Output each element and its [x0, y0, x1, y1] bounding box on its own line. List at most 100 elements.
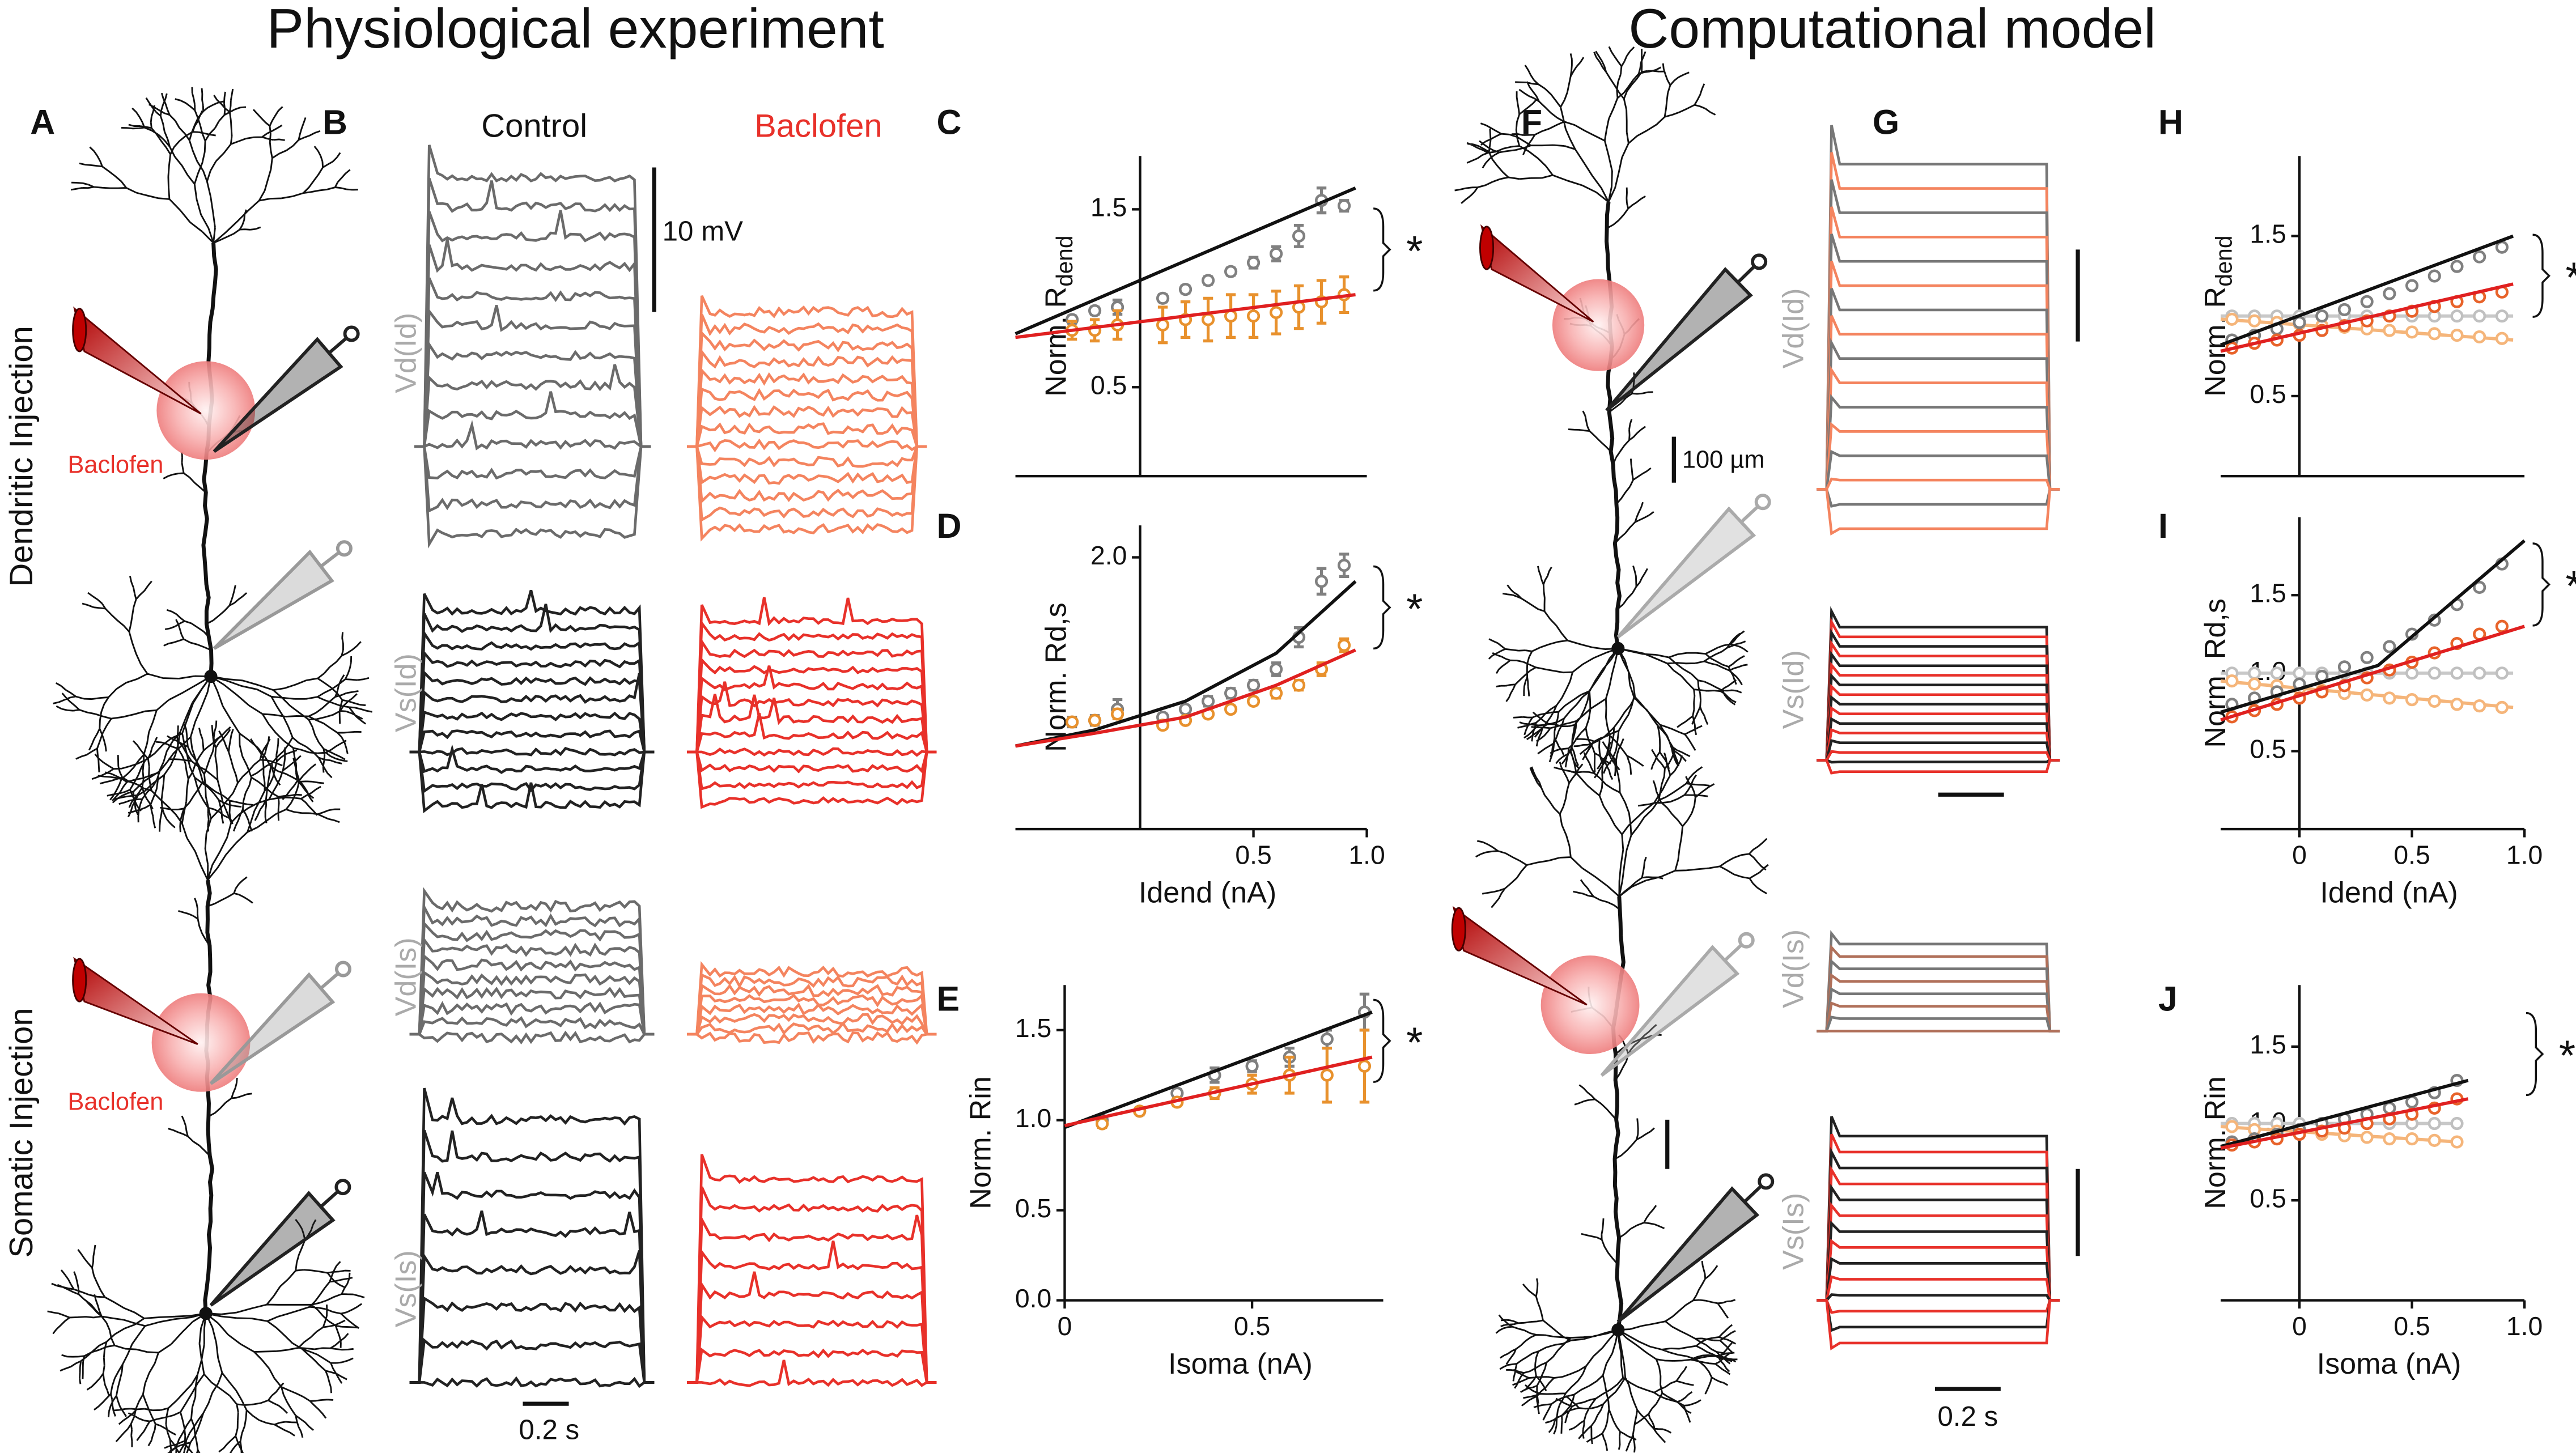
trace [687, 1240, 937, 1384]
panel-letter: C [937, 103, 962, 141]
data-point [1245, 1059, 1259, 1073]
data-point [2495, 666, 2509, 680]
soma [199, 1307, 213, 1320]
fit-line [2220, 234, 2514, 347]
trace [687, 445, 927, 468]
trace-label: Vd(Id) [389, 313, 422, 393]
significance-star: * [1406, 227, 1423, 275]
trace [1817, 972, 2060, 1033]
data-point [2383, 1132, 2396, 1146]
x-tick-label: 0 [2292, 1311, 2307, 1341]
trace [1817, 1133, 2060, 1302]
data-point [2495, 619, 2509, 633]
trace [1817, 930, 2060, 1033]
trace [414, 364, 651, 448]
electrode-holder [335, 961, 351, 978]
pipette-end [1451, 907, 1466, 951]
trace [1817, 179, 2060, 491]
x-axis-label: Idend (nA) [2320, 877, 2458, 910]
trace [687, 1359, 937, 1387]
trace [409, 1001, 655, 1036]
data-point [2248, 314, 2261, 328]
trace [1817, 750, 2060, 762]
drug-label: Baclofen [67, 451, 163, 478]
trace [1817, 394, 2060, 491]
data-point [1178, 702, 1192, 716]
trace [409, 920, 655, 1036]
trace [687, 1031, 937, 1045]
pipette-end [1479, 226, 1495, 270]
y-tick-label: 0.5 [1090, 371, 1127, 400]
data-point [2360, 295, 2374, 308]
data-point [1156, 291, 1170, 305]
significance-bracket [2532, 542, 2550, 627]
trace [1817, 1165, 2060, 1302]
trace [687, 750, 937, 774]
data-point [1269, 305, 1283, 320]
trace [1817, 944, 2060, 1033]
significance-star: * [1406, 585, 1423, 633]
trace [687, 1154, 937, 1384]
data-point [1246, 309, 1261, 323]
trace [1817, 477, 2060, 491]
data-point [2225, 674, 2239, 688]
electrode-holder [1758, 1173, 1775, 1190]
data-point [2405, 1132, 2419, 1146]
data-point [2360, 1131, 2374, 1144]
fit-line [2220, 282, 2514, 353]
trace [687, 1314, 937, 1384]
data-point [2270, 666, 2284, 680]
trace [687, 972, 937, 1036]
y-axis-label-sub: dend [1051, 236, 1077, 287]
electrode-wire [1737, 265, 1756, 284]
soma [204, 670, 218, 683]
trace [1817, 338, 2060, 491]
trace [409, 750, 655, 793]
trace [409, 710, 655, 754]
data-point [2383, 691, 2396, 705]
trace [414, 305, 651, 448]
y-axis-label-text: Norm. Rd,s [1039, 602, 1072, 752]
dendrite [1605, 201, 1622, 649]
panel-letter: J [2158, 979, 2178, 1018]
trace [687, 1186, 937, 1384]
data-point [2428, 694, 2441, 708]
trace [409, 729, 655, 754]
trace [1817, 695, 2060, 762]
data-point [1246, 678, 1261, 692]
trace [1817, 1275, 2060, 1302]
trace [687, 445, 927, 504]
trace [409, 1129, 655, 1384]
data-point [2450, 1135, 2464, 1149]
trace [409, 1210, 655, 1384]
data-point [1201, 313, 1215, 326]
trace [414, 445, 651, 513]
trace [1817, 650, 2060, 762]
trace [1817, 1202, 2060, 1302]
y-axis-label-sub: dend [2210, 236, 2237, 287]
trace [409, 1171, 655, 1384]
electrode-wire [320, 1190, 339, 1208]
x-tick-label: 0.5 [2393, 1311, 2430, 1341]
x-tick-label: 0 [1058, 1311, 1072, 1341]
trace [409, 589, 655, 754]
data-point [1292, 229, 1306, 243]
data-point [2450, 698, 2464, 711]
drug-region [151, 993, 251, 1092]
trace [1817, 1147, 2060, 1302]
injection-label: Dendritic Injection [3, 326, 40, 587]
trace-label: Vs(Id) [1777, 650, 1810, 729]
scale-label: 0.2 s [1938, 1401, 1998, 1432]
x-axis-label: Idend (nA) [1139, 877, 1276, 910]
trace [687, 747, 937, 757]
trace [414, 391, 651, 448]
y-tick-label: 1.5 [2250, 1030, 2286, 1059]
data-point [1314, 575, 1329, 588]
trace [1817, 628, 2060, 762]
trace [1817, 1299, 2060, 1314]
trace-label: Vd(Is) [389, 937, 422, 1016]
trace [1817, 706, 2060, 762]
data-point [2450, 309, 2464, 323]
fit-line [2220, 624, 2525, 722]
